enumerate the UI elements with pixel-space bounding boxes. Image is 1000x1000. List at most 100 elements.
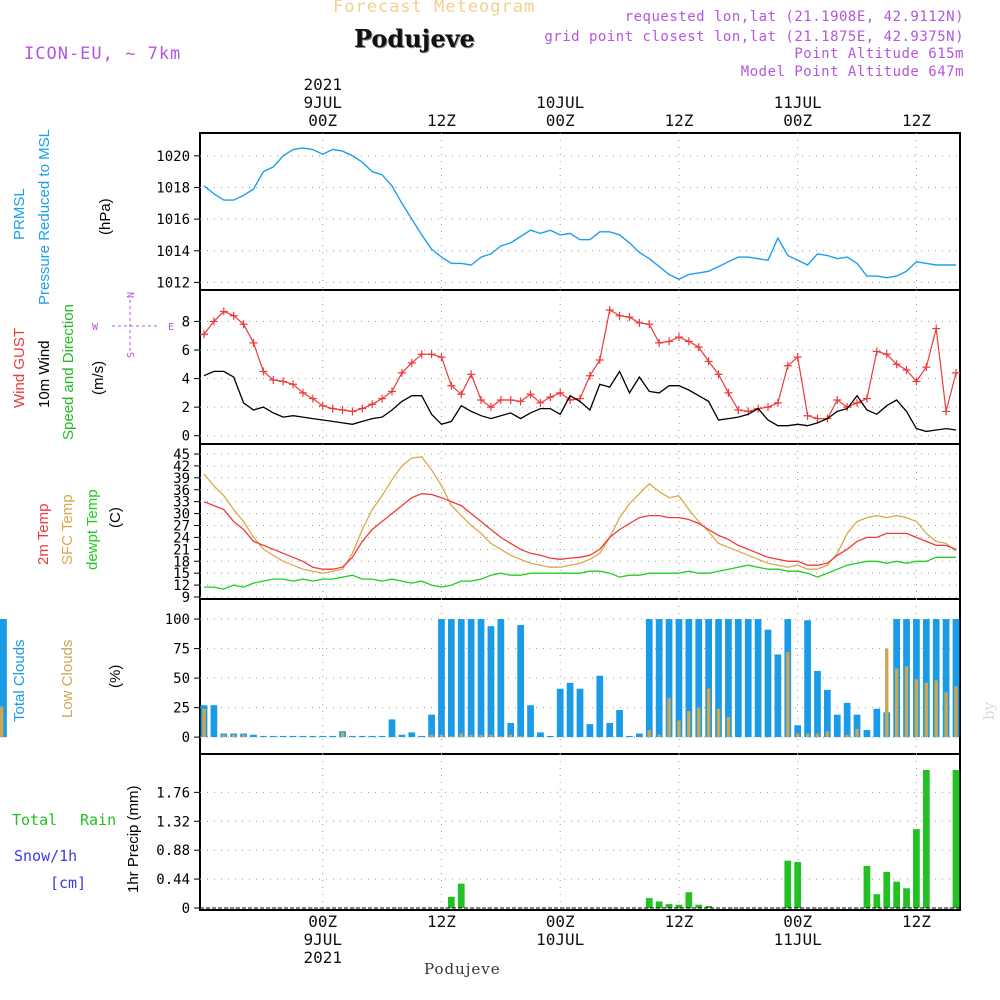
y-tick-label: 0 (182, 901, 190, 917)
gust-marker (338, 406, 347, 414)
time-label: 11JUL 00Z (773, 93, 822, 130)
label-celsius: (C) (107, 507, 124, 528)
total-cloud-bar (606, 722, 614, 738)
point-altitude: Point Altitude 615m (794, 46, 964, 62)
low-cloud-bar (845, 734, 849, 738)
label-hpa: (hPa) (97, 198, 114, 235)
low-cloud-bar (241, 734, 246, 738)
low-cloud-bar (904, 666, 909, 738)
gust-marker (942, 407, 951, 416)
time-label: 12Z (901, 912, 931, 931)
total-cloud-bar (824, 689, 831, 738)
gust-marker (397, 368, 406, 377)
panel-frame-5 (199, 753, 961, 911)
total-cloud-bar (685, 619, 693, 738)
y-tick-label: 1020 (156, 149, 190, 165)
label-percent: (%) (107, 665, 124, 688)
total-cloud-bar (596, 675, 604, 738)
low-cloud-bar (786, 652, 790, 738)
label-sfc-temp: SFC Temp (59, 494, 76, 565)
total-cloud-bar (507, 722, 515, 738)
total-cloud-bar (279, 735, 287, 738)
low-cloud-bar (202, 708, 206, 738)
total-cloud-bar (408, 732, 416, 738)
gust-marker (467, 370, 476, 379)
footer-station: Podujeve (424, 960, 501, 978)
gust-marker (457, 390, 466, 399)
label-ms: (m/s) (90, 361, 107, 395)
compass-n: N (126, 292, 137, 298)
total-cloud-bar (942, 619, 950, 738)
gust-marker (516, 397, 525, 406)
y-tick-label: 21 (173, 542, 190, 558)
total-cloud-bar (556, 688, 564, 738)
gust-marker (348, 407, 357, 416)
low-cloud-bar (934, 680, 938, 738)
total-cloud-bar (517, 624, 524, 738)
low-cloud-bar (0, 706, 4, 738)
label-1hr-precip: 1hr Precip (mm) (125, 785, 142, 893)
gust-marker (655, 338, 664, 347)
gust-marker (635, 318, 644, 327)
total-cloud-bar (853, 714, 861, 738)
low-cloud-bar (706, 688, 711, 738)
panel-frames (199, 132, 961, 911)
y-tick-label: 0.88 (156, 843, 190, 859)
total-cloud-bar (368, 735, 376, 738)
rain-bar (448, 896, 455, 908)
low-cloud-bar (716, 708, 721, 738)
gust-marker (289, 380, 298, 389)
gust-marker (665, 337, 674, 346)
low-cloud-bar (954, 686, 958, 738)
gust-marker (843, 403, 852, 412)
gust-marker (872, 347, 881, 356)
y-tick-label: 1.76 (156, 785, 190, 801)
total-cloud-bar (744, 619, 752, 738)
gust-marker (556, 388, 565, 397)
rain-bar (784, 860, 792, 908)
gust-marker (249, 338, 258, 347)
label-total-clouds: Total Clouds (11, 639, 28, 722)
gust-marker (259, 367, 268, 376)
gust-marker (734, 406, 743, 414)
label-snow: Snow/1h (14, 847, 77, 865)
total-cloud-bar (675, 619, 683, 738)
total-cloud-bar (952, 619, 960, 738)
total-cloud-bar (418, 735, 426, 738)
rain-bar (685, 892, 693, 908)
label-dewpt-temp: dewpt Temp (84, 489, 101, 570)
low-cloud-bar (340, 732, 345, 738)
grid-point-coords: grid point closest lon,lat (21.1875E, 42… (544, 29, 964, 45)
rain-bar (873, 894, 881, 908)
temp-2m-line (203, 493, 957, 570)
y-tick-label: 0 (182, 429, 190, 445)
y-tick-label: 1.32 (156, 814, 190, 830)
rain-bar (457, 883, 465, 908)
low-cloud-bar (796, 733, 800, 738)
requested-coords: requested lon,lat (21.1908E, 42.9112N) (624, 9, 964, 25)
total-cloud-bar (210, 705, 218, 738)
total-cloud-bar (922, 619, 930, 738)
gust-marker (437, 353, 446, 362)
total-cloud-bar (299, 735, 307, 738)
low-cloud-bar (429, 734, 434, 738)
gust-marker (328, 404, 337, 413)
time-label: 2021 9JUL 00Z (303, 75, 342, 130)
gust-marker (645, 320, 654, 329)
gust-marker (862, 394, 871, 403)
forecast-title: Forecast Meteogram (333, 0, 536, 17)
total-cloud-bar (260, 735, 267, 738)
low-cloud-bar (449, 735, 454, 738)
total-cloud-bar (566, 682, 574, 738)
y-tick-label: 33 (173, 495, 190, 511)
gust-marker (902, 366, 911, 374)
gust-marker (615, 311, 624, 320)
y-tick-label: 25 (173, 701, 190, 717)
y-tick-label: 50 (173, 671, 190, 687)
gust-marker (694, 343, 703, 352)
total-cloud-bar (329, 735, 336, 738)
total-cloud-bar (477, 619, 485, 738)
total-cloud-bar (873, 708, 881, 738)
low-cloud-bar (894, 668, 899, 738)
rain-bar (794, 862, 802, 908)
